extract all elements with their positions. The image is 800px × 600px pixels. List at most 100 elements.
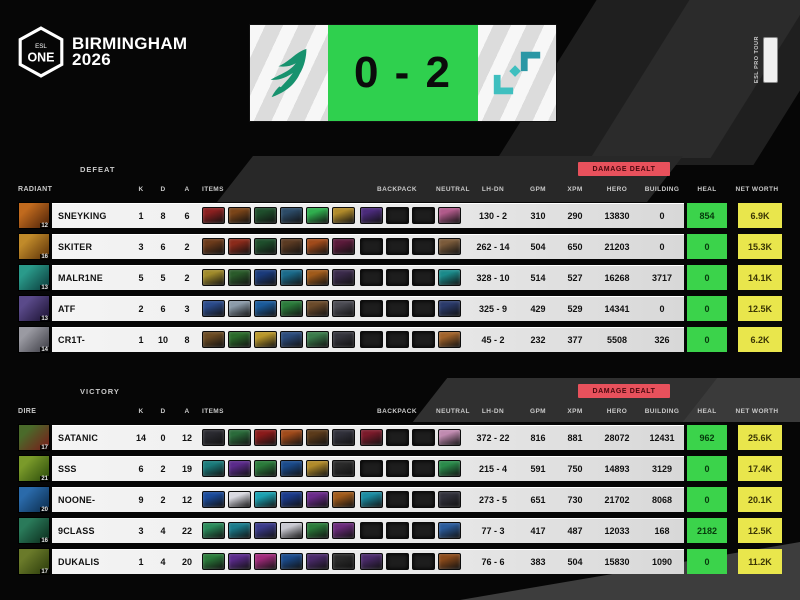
neutral-item-slot[interactable] bbox=[438, 331, 461, 348]
hero-portrait[interactable]: 21 bbox=[18, 455, 50, 482]
backpack-slot[interactable] bbox=[412, 553, 435, 570]
item-slot[interactable] bbox=[202, 491, 225, 508]
backpack-slot[interactable] bbox=[412, 269, 435, 286]
backpack-slot[interactable] bbox=[360, 238, 383, 255]
item-slot[interactable] bbox=[228, 269, 251, 286]
item-slot[interactable] bbox=[254, 300, 277, 317]
item-slot[interactable] bbox=[228, 522, 251, 539]
neutral-item-slot[interactable] bbox=[438, 300, 461, 317]
backpack-slot[interactable] bbox=[412, 522, 435, 539]
hero-portrait[interactable]: 17 bbox=[18, 548, 50, 575]
backpack-slot[interactable] bbox=[412, 238, 435, 255]
backpack-slot[interactable] bbox=[412, 429, 435, 446]
backpack-slot[interactable] bbox=[360, 331, 383, 348]
item-slot[interactable] bbox=[254, 207, 277, 224]
backpack-slot[interactable] bbox=[360, 460, 383, 477]
hero-portrait[interactable]: 17 bbox=[18, 424, 50, 451]
neutral-item-slot[interactable] bbox=[438, 553, 461, 570]
item-slot[interactable] bbox=[254, 269, 277, 286]
item-slot[interactable] bbox=[228, 460, 251, 477]
hero-portrait[interactable]: 20 bbox=[18, 486, 50, 513]
player-name[interactable]: 9CLASS bbox=[58, 525, 95, 536]
item-slot[interactable] bbox=[254, 429, 277, 446]
item-slot[interactable] bbox=[332, 300, 355, 317]
backpack-slot[interactable] bbox=[386, 429, 409, 446]
player-name[interactable]: SATANIC bbox=[58, 432, 99, 443]
item-slot[interactable] bbox=[202, 460, 225, 477]
item-slot[interactable] bbox=[202, 207, 225, 224]
backpack-slot[interactable] bbox=[412, 491, 435, 508]
hero-portrait[interactable]: 13 bbox=[18, 264, 50, 291]
item-slot[interactable] bbox=[228, 429, 251, 446]
item-slot[interactable] bbox=[202, 238, 225, 255]
backpack-slot[interactable] bbox=[360, 522, 383, 539]
player-name[interactable]: SNEYKING bbox=[58, 210, 107, 221]
item-slot[interactable] bbox=[306, 300, 329, 317]
backpack-slot[interactable] bbox=[386, 491, 409, 508]
item-slot[interactable] bbox=[280, 331, 303, 348]
item-slot[interactable] bbox=[332, 553, 355, 570]
backpack-slot[interactable] bbox=[386, 207, 409, 224]
item-slot[interactable] bbox=[202, 269, 225, 286]
item-slot[interactable] bbox=[202, 300, 225, 317]
backpack-slot[interactable] bbox=[360, 429, 383, 446]
player-name[interactable]: SKITER bbox=[58, 241, 93, 252]
item-slot[interactable] bbox=[306, 207, 329, 224]
backpack-slot[interactable] bbox=[412, 207, 435, 224]
item-slot[interactable] bbox=[280, 553, 303, 570]
item-slot[interactable] bbox=[306, 553, 329, 570]
item-slot[interactable] bbox=[306, 491, 329, 508]
item-slot[interactable] bbox=[202, 553, 225, 570]
backpack-slot[interactable] bbox=[386, 331, 409, 348]
item-slot[interactable] bbox=[228, 553, 251, 570]
backpack-slot[interactable] bbox=[360, 553, 383, 570]
item-slot[interactable] bbox=[280, 269, 303, 286]
player-name[interactable]: MALR1NE bbox=[58, 272, 103, 283]
item-slot[interactable] bbox=[254, 522, 277, 539]
item-slot[interactable] bbox=[254, 553, 277, 570]
backpack-slot[interactable] bbox=[386, 238, 409, 255]
item-slot[interactable] bbox=[306, 460, 329, 477]
item-slot[interactable] bbox=[332, 491, 355, 508]
item-slot[interactable] bbox=[306, 238, 329, 255]
item-slot[interactable] bbox=[306, 429, 329, 446]
item-slot[interactable] bbox=[228, 331, 251, 348]
item-slot[interactable] bbox=[280, 429, 303, 446]
item-slot[interactable] bbox=[280, 460, 303, 477]
backpack-slot[interactable] bbox=[386, 300, 409, 317]
item-slot[interactable] bbox=[254, 460, 277, 477]
backpack-slot[interactable] bbox=[386, 460, 409, 477]
backpack-slot[interactable] bbox=[412, 300, 435, 317]
hero-portrait[interactable]: 16 bbox=[18, 517, 50, 544]
backpack-slot[interactable] bbox=[360, 491, 383, 508]
player-name[interactable]: CR1T- bbox=[58, 334, 86, 345]
item-slot[interactable] bbox=[280, 522, 303, 539]
item-slot[interactable] bbox=[280, 207, 303, 224]
item-slot[interactable] bbox=[280, 491, 303, 508]
item-slot[interactable] bbox=[254, 491, 277, 508]
item-slot[interactable] bbox=[254, 331, 277, 348]
backpack-slot[interactable] bbox=[386, 269, 409, 286]
hero-portrait[interactable]: 13 bbox=[18, 295, 50, 322]
item-slot[interactable] bbox=[332, 522, 355, 539]
neutral-item-slot[interactable] bbox=[438, 207, 461, 224]
player-name[interactable]: SSS bbox=[58, 463, 77, 474]
backpack-slot[interactable] bbox=[360, 207, 383, 224]
item-slot[interactable] bbox=[202, 522, 225, 539]
neutral-item-slot[interactable] bbox=[438, 491, 461, 508]
item-slot[interactable] bbox=[332, 238, 355, 255]
backpack-slot[interactable] bbox=[360, 300, 383, 317]
item-slot[interactable] bbox=[332, 460, 355, 477]
item-slot[interactable] bbox=[280, 238, 303, 255]
item-slot[interactable] bbox=[228, 238, 251, 255]
backpack-slot[interactable] bbox=[412, 460, 435, 477]
item-slot[interactable] bbox=[280, 300, 303, 317]
item-slot[interactable] bbox=[228, 491, 251, 508]
hero-portrait[interactable]: 16 bbox=[18, 233, 50, 260]
item-slot[interactable] bbox=[332, 269, 355, 286]
backpack-slot[interactable] bbox=[360, 269, 383, 286]
player-name[interactable]: DUKALIS bbox=[58, 556, 100, 567]
hero-portrait[interactable]: 12 bbox=[18, 202, 50, 229]
neutral-item-slot[interactable] bbox=[438, 460, 461, 477]
item-slot[interactable] bbox=[306, 522, 329, 539]
